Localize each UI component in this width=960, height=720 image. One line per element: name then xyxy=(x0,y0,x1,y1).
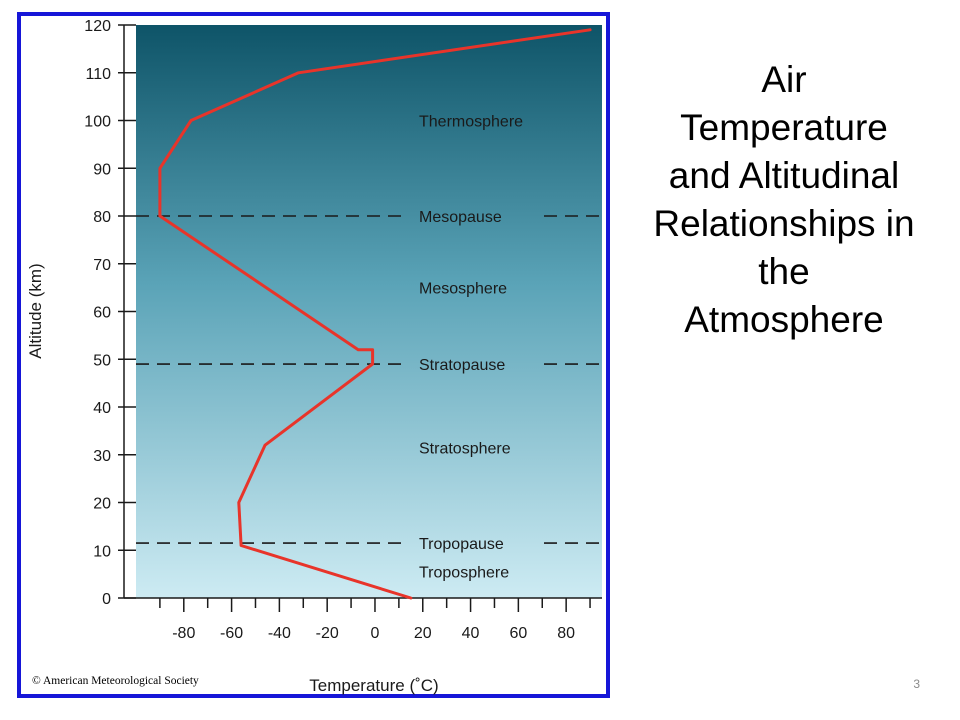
y-axis-title: Altitude (km) xyxy=(26,263,45,358)
title-line: Temperature xyxy=(680,107,888,148)
x-tick-label: 40 xyxy=(462,625,480,642)
x-axis: -80 -60 -40 -20 0 20 40 60 80 xyxy=(124,597,602,642)
y-tick-label: 40 xyxy=(93,400,111,417)
y-tick-label: 0 xyxy=(102,591,111,608)
y-tick-label: 80 xyxy=(93,209,111,226)
y-tick-label: 90 xyxy=(93,161,111,178)
temperature-profile xyxy=(158,28,592,600)
title-line: Relationships in xyxy=(653,203,915,244)
x-tick-label: 20 xyxy=(414,625,432,642)
x-tick-label: -40 xyxy=(268,625,291,642)
layer-label: Mesopause xyxy=(419,209,502,226)
page-number: 3 xyxy=(913,677,920,691)
x-tick-label: 60 xyxy=(509,625,527,642)
slide-title: Air Temperature and Altitudinal Relation… xyxy=(612,56,956,344)
x-tick-label: 80 xyxy=(557,625,575,642)
title-line: Atmosphere xyxy=(684,299,884,340)
x-tick-label: 0 xyxy=(371,625,380,642)
layer-labels: Troposphere Tropopause Stratosphere Stratop… xyxy=(419,114,523,582)
y-tick-label: 50 xyxy=(93,352,111,369)
y-axis: 0 10 20 30 40 50 60 70 80 90 100 110 120 xyxy=(84,18,136,608)
boundary-lines xyxy=(136,215,602,544)
layer-label: Stratopause xyxy=(419,357,505,374)
x-tick-label: -80 xyxy=(172,625,195,642)
plot-background xyxy=(136,25,602,598)
title-line: the xyxy=(758,251,810,292)
y-tick-label: 10 xyxy=(93,543,111,560)
y-tick-label: 60 xyxy=(93,305,111,322)
layer-label: Mesosphere xyxy=(419,281,507,298)
y-tick-label: 120 xyxy=(84,18,111,35)
y-tick-label: 70 xyxy=(93,257,111,274)
x-tick-label: -60 xyxy=(220,625,243,642)
y-tick-label: 100 xyxy=(84,114,111,131)
layer-label: Stratosphere xyxy=(419,441,511,458)
copyright-notice: © American Meteorological Society xyxy=(32,675,199,687)
x-tick-label: -20 xyxy=(316,625,339,642)
x-axis-title: Temperature (˚C) xyxy=(309,676,438,695)
y-tick-label: 20 xyxy=(93,496,111,513)
title-line: and Altitudinal xyxy=(668,155,900,196)
temperature-profile-line xyxy=(158,28,592,600)
layer-label: Thermosphere xyxy=(419,114,523,131)
title-line: Air xyxy=(761,59,807,100)
y-tick-label: 30 xyxy=(93,448,111,465)
y-tick-label: 110 xyxy=(85,66,111,83)
layer-label: Tropopause xyxy=(419,536,504,553)
layer-label: Troposphere xyxy=(419,565,509,582)
